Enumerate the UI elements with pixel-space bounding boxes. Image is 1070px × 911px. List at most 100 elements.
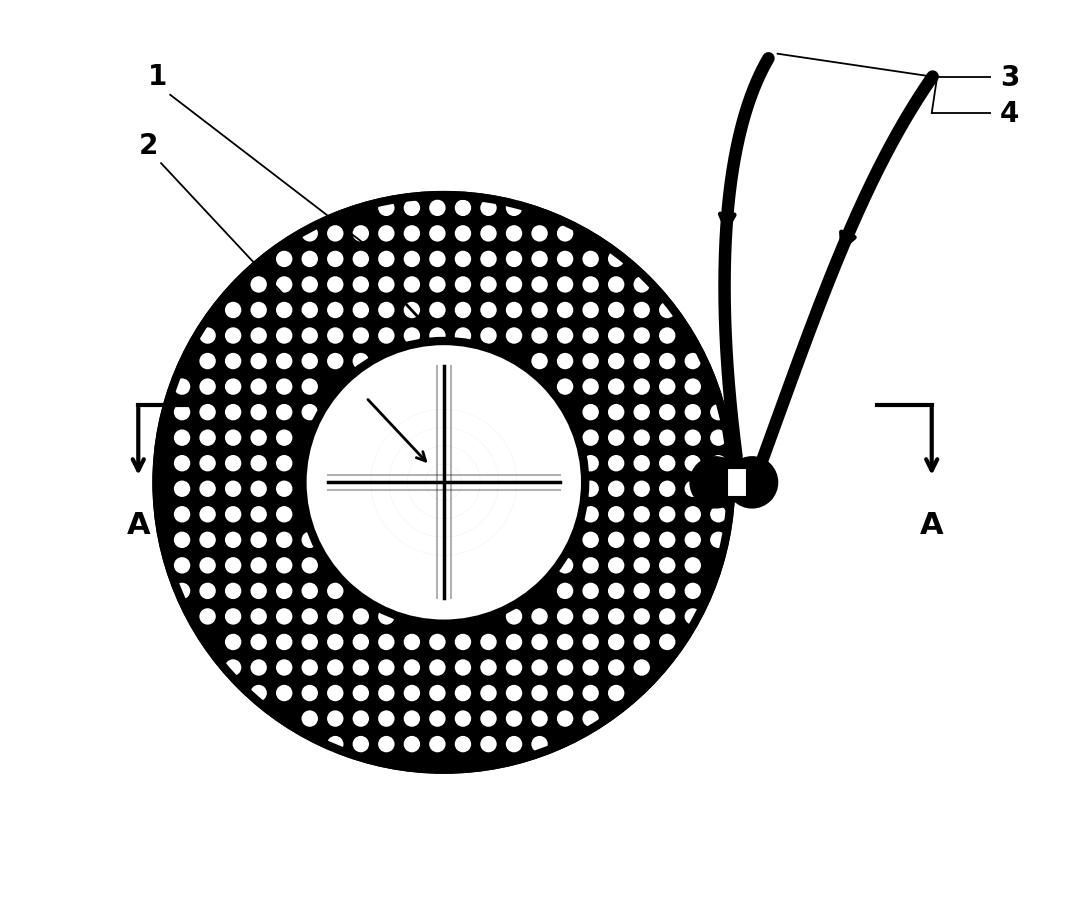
Circle shape — [582, 430, 599, 446]
Circle shape — [276, 583, 292, 599]
Circle shape — [276, 430, 292, 446]
Circle shape — [276, 481, 292, 497]
Circle shape — [250, 685, 266, 701]
Circle shape — [199, 379, 216, 395]
Circle shape — [250, 558, 266, 574]
Circle shape — [250, 404, 266, 421]
Circle shape — [633, 353, 649, 370]
Circle shape — [302, 532, 318, 548]
Circle shape — [199, 430, 216, 446]
Circle shape — [302, 609, 318, 625]
Circle shape — [556, 660, 574, 676]
Text: 2: 2 — [138, 131, 157, 159]
Circle shape — [276, 379, 292, 395]
Circle shape — [429, 736, 445, 752]
Circle shape — [303, 342, 585, 624]
Circle shape — [225, 532, 242, 548]
Circle shape — [225, 328, 242, 344]
Circle shape — [685, 353, 701, 370]
Circle shape — [378, 302, 395, 319]
Circle shape — [480, 200, 496, 217]
Circle shape — [506, 251, 522, 268]
Circle shape — [199, 404, 216, 421]
Circle shape — [225, 634, 242, 650]
Circle shape — [353, 660, 369, 676]
Circle shape — [633, 379, 649, 395]
Circle shape — [250, 507, 266, 523]
Circle shape — [378, 226, 395, 242]
Circle shape — [225, 583, 242, 599]
Circle shape — [685, 430, 701, 446]
Circle shape — [327, 736, 343, 752]
Circle shape — [378, 634, 395, 650]
Circle shape — [582, 634, 599, 650]
Circle shape — [302, 558, 318, 574]
Circle shape — [608, 685, 625, 701]
Circle shape — [710, 430, 727, 446]
Circle shape — [378, 660, 395, 676]
Circle shape — [480, 302, 496, 319]
Circle shape — [659, 507, 675, 523]
Circle shape — [403, 226, 421, 242]
Circle shape — [659, 532, 675, 548]
Circle shape — [173, 456, 190, 472]
Text: A: A — [920, 510, 944, 539]
Circle shape — [378, 609, 395, 625]
Circle shape — [556, 226, 574, 242]
Circle shape — [276, 302, 292, 319]
Text: 3: 3 — [1000, 64, 1020, 91]
Circle shape — [480, 711, 496, 727]
Circle shape — [403, 302, 421, 319]
Circle shape — [199, 353, 216, 370]
Circle shape — [250, 379, 266, 395]
Circle shape — [582, 302, 599, 319]
Circle shape — [710, 456, 727, 472]
Text: 1: 1 — [148, 63, 167, 91]
Circle shape — [403, 328, 421, 344]
Circle shape — [608, 583, 625, 599]
Circle shape — [403, 660, 421, 676]
Circle shape — [455, 328, 471, 344]
Circle shape — [556, 328, 574, 344]
Circle shape — [506, 200, 522, 217]
Circle shape — [506, 660, 522, 676]
Circle shape — [276, 353, 292, 370]
Circle shape — [659, 481, 675, 497]
Circle shape — [685, 507, 701, 523]
Circle shape — [276, 277, 292, 293]
Wedge shape — [156, 196, 731, 770]
Circle shape — [302, 404, 318, 421]
Circle shape — [556, 302, 574, 319]
Circle shape — [250, 328, 266, 344]
Circle shape — [225, 507, 242, 523]
Circle shape — [250, 353, 266, 370]
Circle shape — [556, 583, 574, 599]
Circle shape — [378, 711, 395, 727]
Circle shape — [302, 634, 318, 650]
Circle shape — [353, 302, 369, 319]
Circle shape — [480, 251, 496, 268]
Circle shape — [302, 711, 318, 727]
Circle shape — [532, 660, 548, 676]
Circle shape — [608, 353, 625, 370]
Circle shape — [608, 558, 625, 574]
Circle shape — [532, 353, 548, 370]
Circle shape — [608, 532, 625, 548]
Circle shape — [378, 277, 395, 293]
Circle shape — [429, 277, 445, 293]
Circle shape — [633, 302, 649, 319]
Circle shape — [353, 685, 369, 701]
Circle shape — [608, 302, 625, 319]
Circle shape — [532, 711, 548, 727]
Circle shape — [506, 634, 522, 650]
Circle shape — [659, 353, 675, 370]
Circle shape — [225, 379, 242, 395]
Circle shape — [659, 430, 675, 446]
Circle shape — [302, 379, 318, 395]
Circle shape — [480, 685, 496, 701]
Circle shape — [429, 685, 445, 701]
Circle shape — [225, 430, 242, 446]
Circle shape — [276, 558, 292, 574]
Circle shape — [225, 456, 242, 472]
Circle shape — [608, 277, 625, 293]
